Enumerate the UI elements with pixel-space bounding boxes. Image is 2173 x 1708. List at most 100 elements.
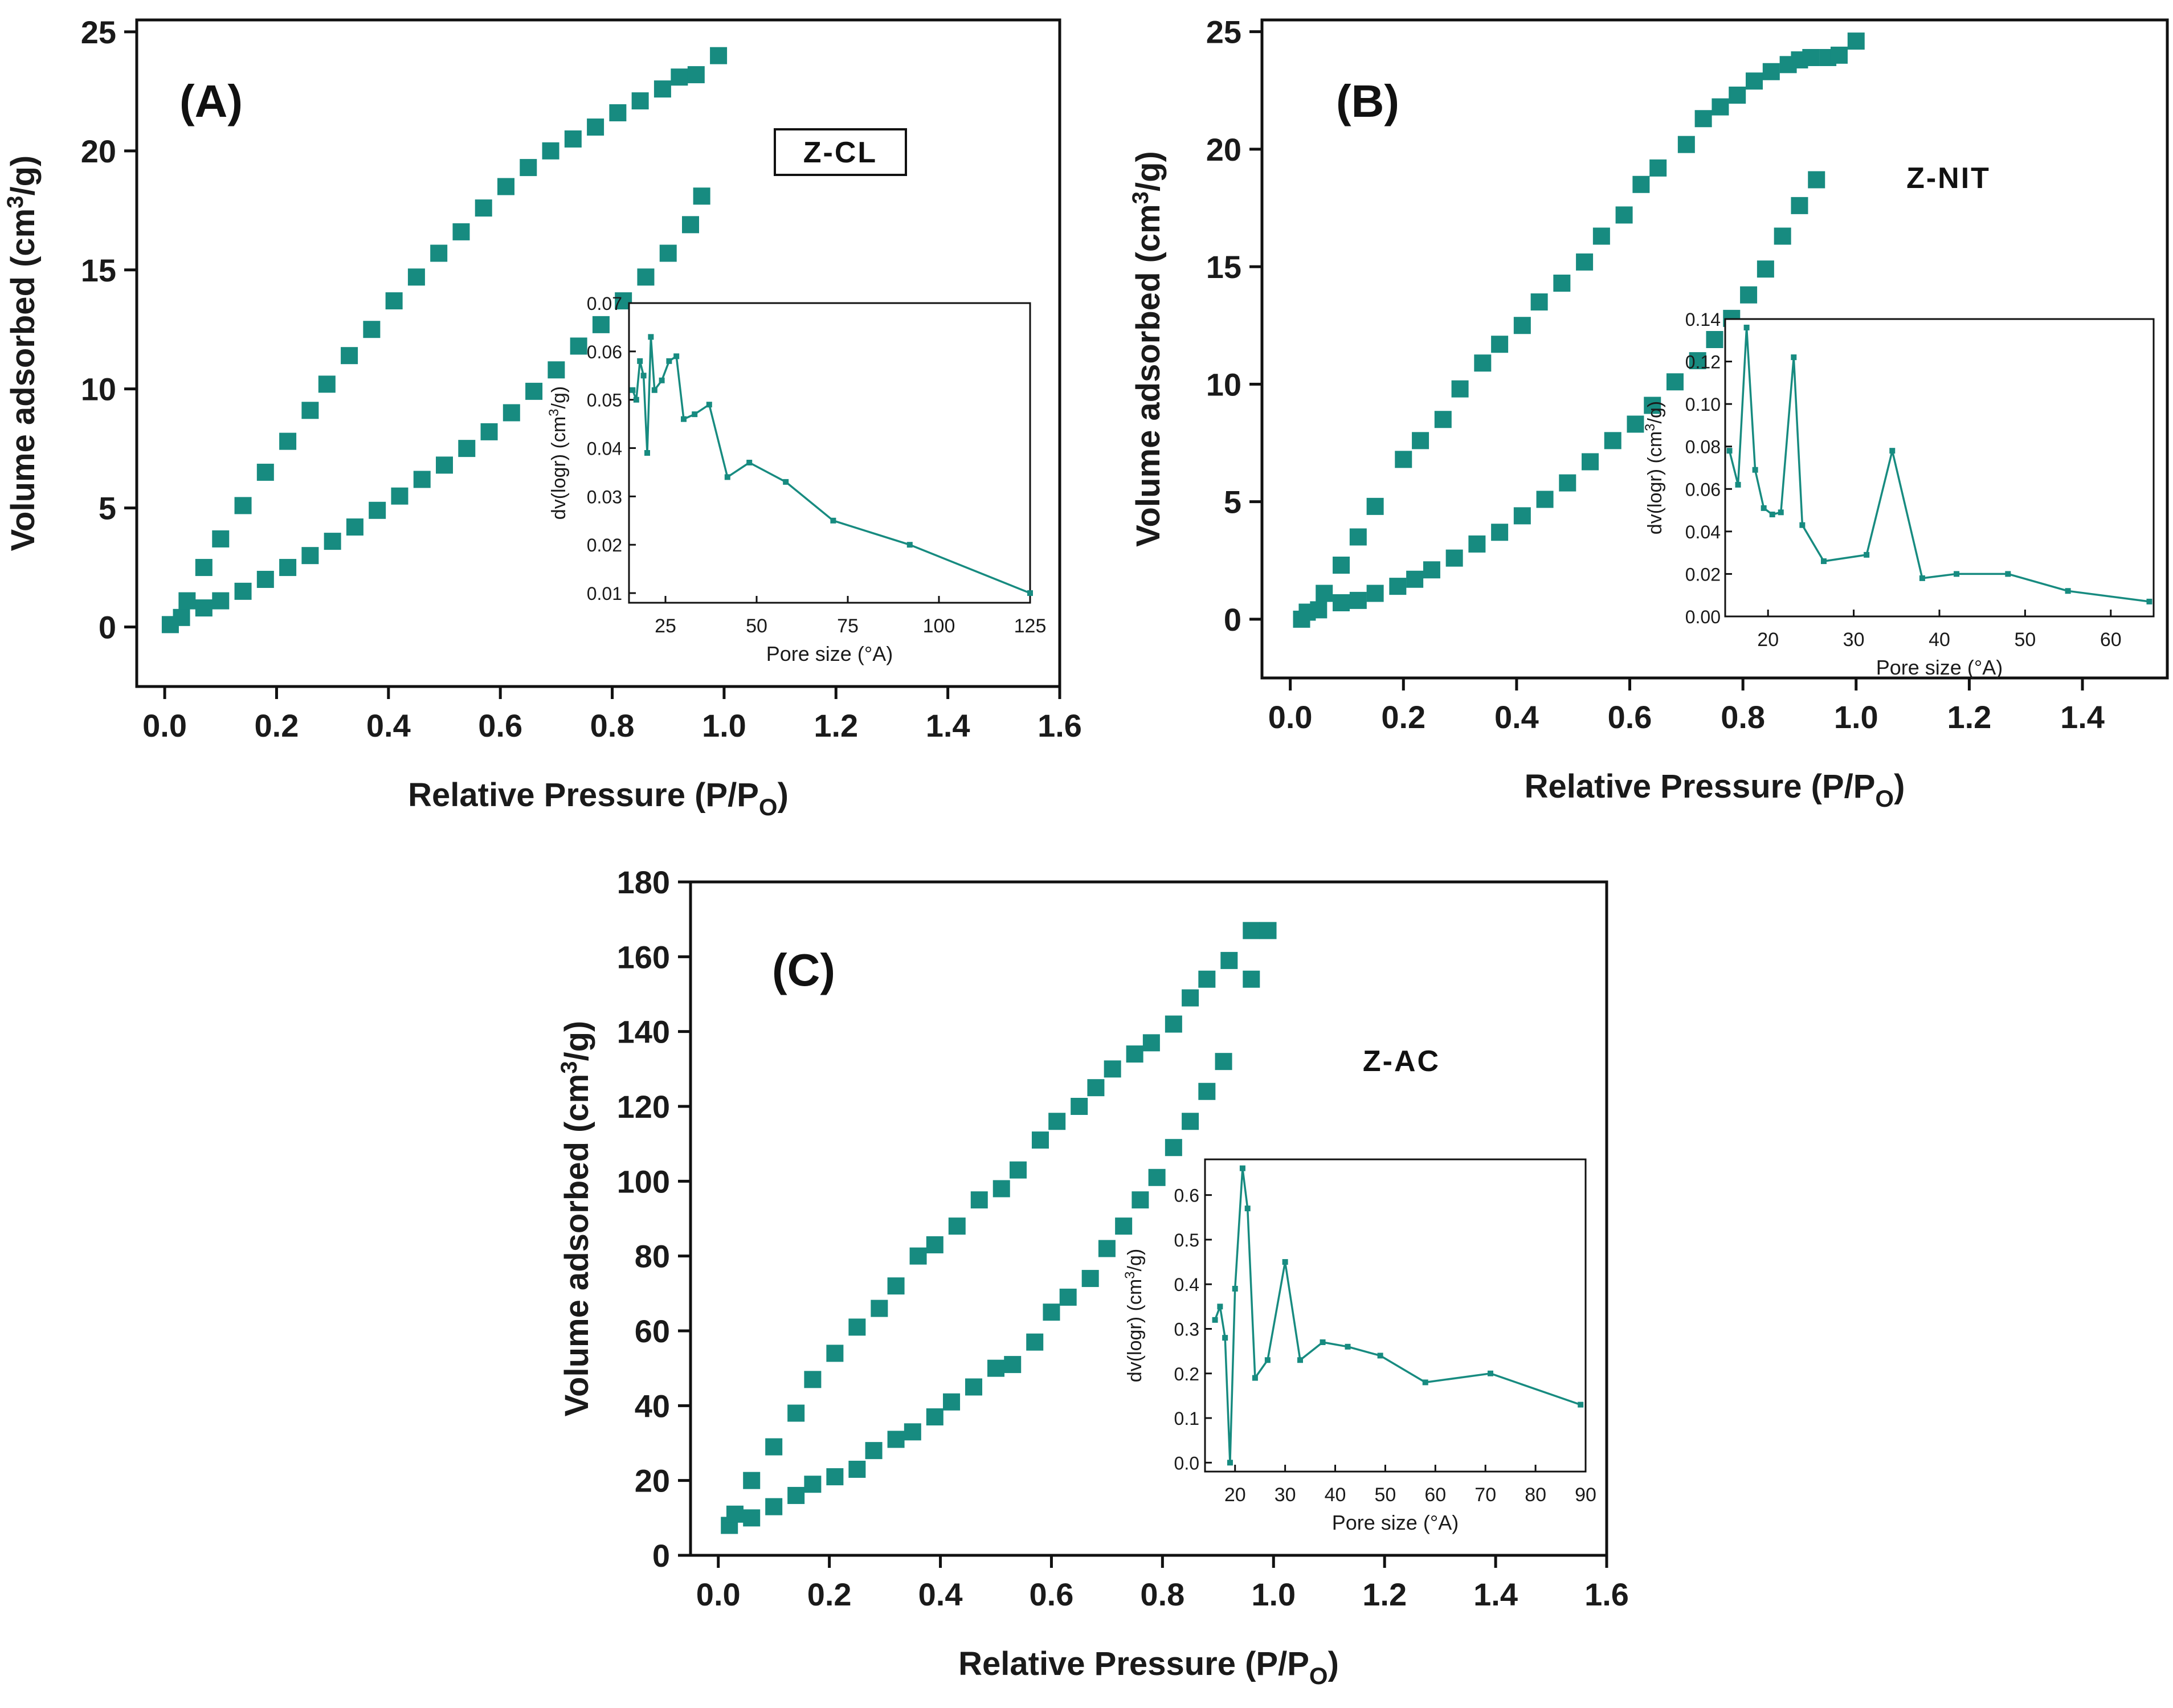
inset-y-tick-label: 0.02 [587, 535, 622, 555]
data-point [943, 1393, 961, 1411]
inset-y-tick-label: 0.06 [1685, 479, 1721, 500]
y-tick-label: 160 [617, 939, 670, 975]
inset-x-tick-label: 80 [1525, 1484, 1546, 1506]
x-axis-title-tail: ) [1894, 768, 1905, 805]
inset-data-point [1217, 1304, 1223, 1310]
data-point [1198, 970, 1216, 988]
data-point [904, 1423, 921, 1441]
data-point [363, 321, 381, 338]
y-axis-title: Volume adsorbed (cm3/g) [557, 1021, 595, 1417]
y-tick-label: 0 [1224, 602, 1241, 638]
data-point [1026, 1333, 1044, 1351]
inset-data-point [783, 479, 789, 485]
x-tick-label: 1.4 [926, 708, 970, 743]
data-point [1649, 159, 1667, 177]
inset-x-axis-unit: °A [864, 642, 886, 665]
y-tick-label: 10 [81, 371, 116, 407]
x-axis-title: Relative Pressure (P/PO) [1525, 768, 1905, 812]
data-point [1142, 1034, 1160, 1052]
data-point [1592, 227, 1610, 245]
x-tick-label: 0.4 [366, 708, 411, 743]
y-axis-title-superscript: 3 [1128, 191, 1153, 204]
data-point [564, 130, 582, 148]
x-axis-title-tail: ) [1328, 1645, 1339, 1682]
inset-y-tick-label: 0.07 [587, 293, 622, 314]
data-point [413, 471, 431, 488]
data-point [1412, 432, 1429, 450]
inset-data-point [906, 542, 913, 548]
data-point [1802, 49, 1820, 66]
inset-data-point [1027, 590, 1033, 596]
inset-y-tick-label: 0.14 [1685, 309, 1721, 330]
inset-y-axis-title-tail: /g) [1124, 1249, 1146, 1272]
data-point [1071, 1098, 1088, 1115]
data-point [1666, 373, 1684, 391]
data-point [279, 559, 297, 577]
data-point [926, 1408, 943, 1426]
data-point [391, 487, 409, 505]
data-point [195, 599, 213, 617]
inset-x-tick-label: 100 [923, 615, 955, 637]
y-tick-label: 25 [1206, 14, 1241, 50]
data-point [848, 1318, 866, 1336]
inset-data-point [1820, 558, 1827, 565]
data-point [926, 1236, 943, 1253]
data-point [765, 1438, 783, 1456]
inset-data-point [1799, 522, 1806, 528]
x-tick-label: 0.2 [255, 708, 299, 743]
y-tick-label: 5 [1224, 484, 1241, 520]
data-point [1513, 507, 1531, 525]
inset-x-tick-label: 25 [655, 615, 676, 637]
data-point [1582, 453, 1599, 471]
inset-data-point [644, 450, 650, 456]
data-point [1132, 1191, 1149, 1209]
data-point [234, 582, 252, 600]
data-point [671, 68, 688, 86]
data-point [1115, 1217, 1133, 1235]
inset-x-tick-label: 50 [1375, 1484, 1396, 1506]
x-axis-title: Relative Pressure (P/PO) [408, 777, 789, 820]
y-axis-title: Volume adsorbed (cm3/g) [1128, 151, 1167, 547]
data-point [570, 337, 587, 355]
x-tick-label: 0.8 [590, 708, 635, 743]
y-tick-label: 140 [617, 1014, 670, 1050]
x-tick-label: 0.6 [1030, 1576, 1074, 1612]
y-tick-label: 5 [99, 491, 116, 526]
inset-y-axis-title-text: dv(logr) (cm [1124, 1279, 1146, 1382]
inset-data-point [724, 474, 730, 480]
data-point [726, 1505, 744, 1523]
inset-y-tick-label: 0.00 [1685, 607, 1721, 627]
data-point [1048, 1113, 1066, 1130]
data-point [1627, 415, 1644, 433]
data-point [212, 592, 230, 610]
inset-x-tick-label: 30 [1275, 1484, 1296, 1506]
data-point [369, 501, 386, 519]
inset-x-axis-unit: °A [1974, 656, 1996, 679]
inset-data-point [1244, 1206, 1251, 1212]
data-point [1706, 331, 1723, 348]
data-point [1559, 474, 1576, 492]
data-point [887, 1431, 905, 1448]
inset-data-point [1791, 354, 1797, 361]
inset-y-axis-title-superscript: 3 [1643, 423, 1658, 431]
inset-data-point [1345, 1343, 1351, 1350]
data-point [787, 1404, 805, 1422]
panel-c: 0.0 0.2 0.4 0.6 0.8 1.0 1.2 1.4 1.6 0 20 40 60 80 100 1… [557, 864, 1629, 1689]
inset-data-point [1252, 1375, 1258, 1381]
data-point [865, 1442, 883, 1460]
data-point [1474, 354, 1492, 372]
inset-data-point [666, 358, 672, 364]
inset-x-tick-label: 50 [746, 615, 767, 637]
data-point [1087, 1079, 1105, 1097]
x-axis-title-text: Relative Pressure (P/P [408, 777, 759, 814]
data-point [318, 375, 336, 393]
inset-data-point [746, 459, 753, 465]
data-point [1774, 227, 1791, 245]
data-point [1366, 585, 1384, 602]
inset-x-tick-label: 20 [1224, 1484, 1246, 1506]
inset-y-tick-label: 0.2 [1174, 1364, 1199, 1384]
data-point [871, 1300, 888, 1317]
data-point [1198, 1082, 1216, 1100]
data-point [407, 268, 425, 286]
data-point [1243, 970, 1260, 988]
